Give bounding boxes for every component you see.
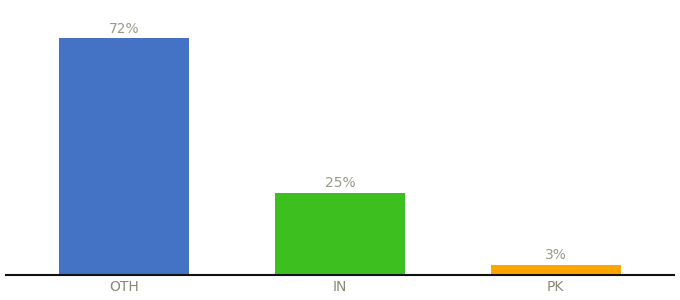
Bar <box>59 38 189 275</box>
Text: 72%: 72% <box>109 22 139 36</box>
Bar <box>275 193 405 275</box>
Bar <box>491 265 621 275</box>
Text: 25%: 25% <box>324 176 356 190</box>
Text: 3%: 3% <box>545 248 566 262</box>
